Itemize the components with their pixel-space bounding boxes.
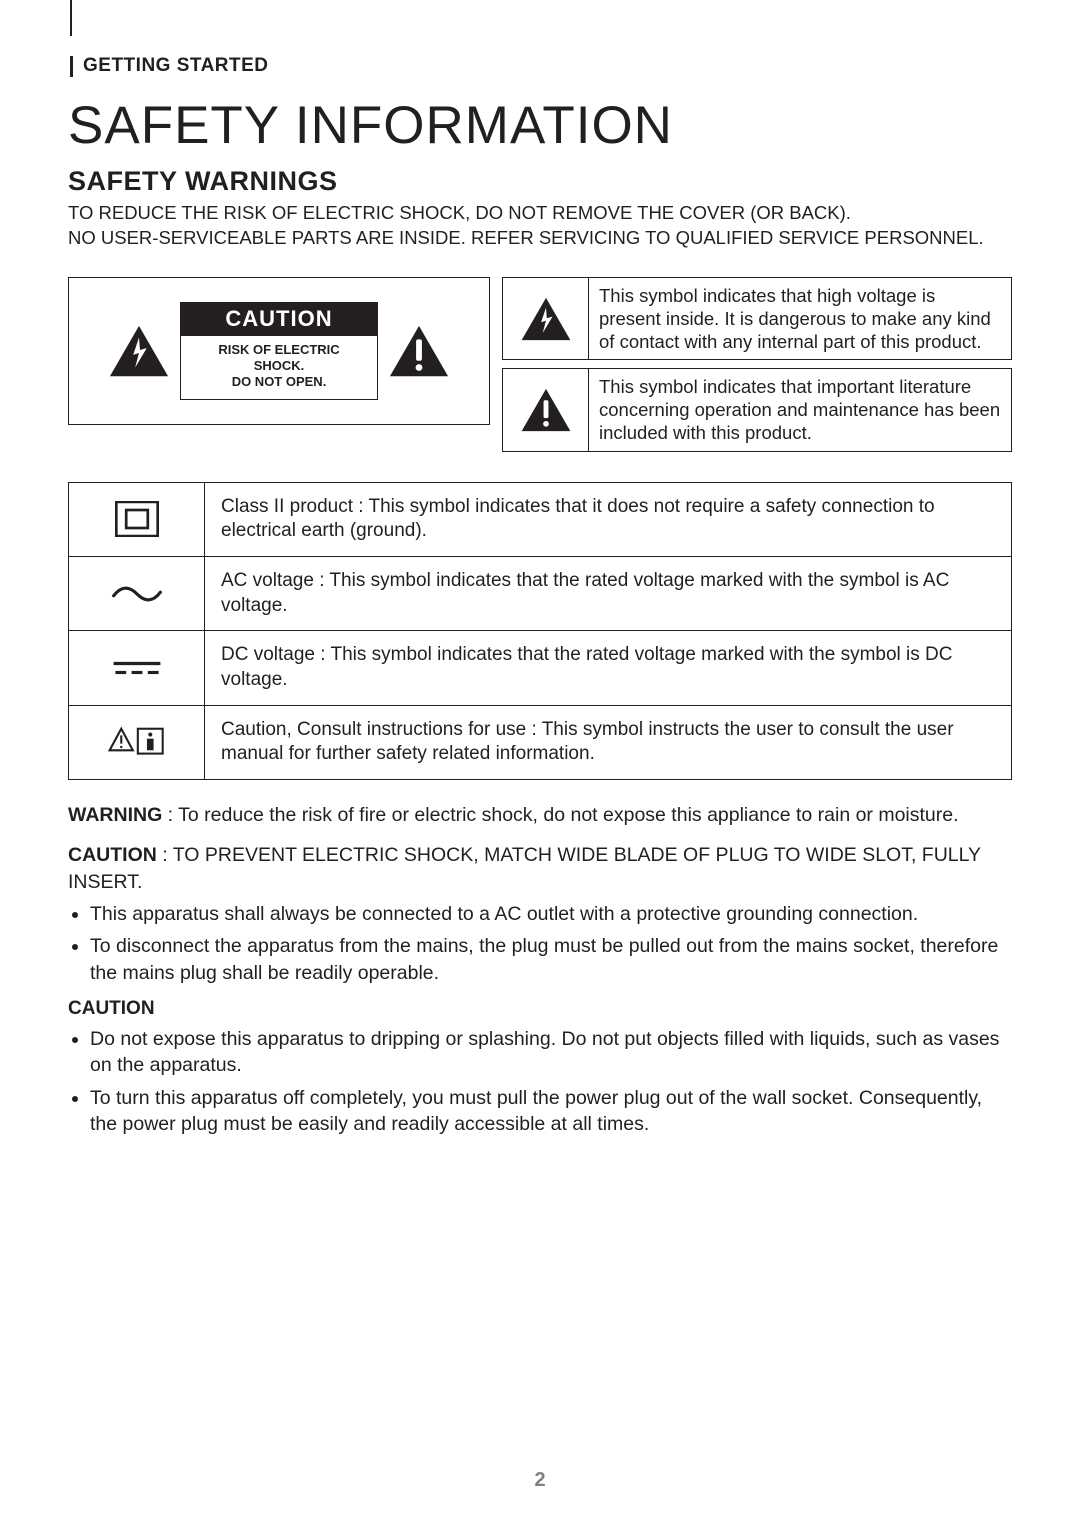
bolt-triangle-icon — [520, 296, 572, 342]
table-row: DC voltage : This symbol indicates that … — [69, 630, 1011, 704]
caution-block-row: CAUTION RISK OF ELECTRIC SHOCK. DO NOT O… — [68, 277, 1012, 452]
body-list-2: Do not expose this apparatus to dripping… — [68, 1026, 1012, 1137]
body-list-1: This apparatus shall always be connected… — [68, 901, 1012, 986]
intro-line-1: TO REDUCE THE RISK OF ELECTRIC SHOCK, DO… — [68, 202, 851, 223]
intro-line-2: NO USER-SERVICEABLE PARTS ARE INSIDE. RE… — [68, 227, 984, 248]
ac-text: AC voltage : This symbol indicates that … — [205, 557, 1011, 630]
dc-text: DC voltage : This symbol indicates that … — [205, 631, 1011, 704]
page-content: GETTING STARTED SAFETY INFORMATION SAFET… — [0, 0, 1080, 1137]
side-bolt-text: This symbol indicates that high voltage … — [589, 278, 1011, 359]
list-item: To disconnect the apparatus from the mai… — [90, 933, 1012, 986]
class2-icon — [69, 483, 205, 556]
table-row: Caution, Consult instructions for use : … — [69, 705, 1011, 779]
table-row: Class II product : This symbol indicates… — [69, 483, 1011, 556]
section-subtitle: SAFETY WARNINGS — [68, 166, 1012, 197]
top-vertical-rule — [70, 0, 72, 36]
side-exclaim-icon-cell — [503, 369, 589, 450]
caution-upper-label: CAUTION — [68, 844, 157, 866]
list-item: To turn this apparatus off completely, y… — [90, 1085, 1012, 1138]
caution-main-box: CAUTION RISK OF ELECTRIC SHOCK. DO NOT O… — [68, 277, 490, 425]
section-label: GETTING STARTED — [70, 56, 1012, 77]
caution-upper-paragraph: CAUTION : TO PREVENT ELECTRIC SHOCK, MAT… — [68, 842, 1012, 895]
exclaim-triangle-icon — [520, 387, 572, 433]
bolt-triangle-icon — [108, 322, 170, 380]
caution-band: CAUTION — [180, 302, 378, 336]
table-row: AC voltage : This symbol indicates that … — [69, 556, 1011, 630]
manual-icon — [69, 706, 205, 779]
list-item: Do not expose this apparatus to dripping… — [90, 1026, 1012, 1079]
caution-sub-line2: DO NOT OPEN. — [232, 374, 327, 389]
exclaim-triangle-icon — [388, 322, 450, 380]
page-title: SAFETY INFORMATION — [68, 95, 1012, 156]
warning-label: WARNING — [68, 804, 162, 826]
list-item: This apparatus shall always be connected… — [90, 901, 1012, 927]
caution-sub-text: RISK OF ELECTRIC SHOCK. DO NOT OPEN. — [180, 336, 378, 400]
body-text-block: WARNING : To reduce the risk of fire or … — [68, 802, 1012, 1137]
caution-heading: CAUTION — [68, 998, 1012, 1020]
ac-icon — [69, 557, 205, 630]
dc-icon — [69, 631, 205, 704]
side-exclaim-text: This symbol indicates that important lit… — [589, 369, 1011, 450]
side-bolt-icon-cell — [503, 278, 589, 359]
class2-text: Class II product : This symbol indicates… — [205, 483, 1011, 556]
warning-text: : To reduce the risk of fire or electric… — [162, 804, 958, 826]
manual-text: Caution, Consult instructions for use : … — [205, 706, 1011, 779]
caution-side-row-exclaim: This symbol indicates that important lit… — [502, 368, 1012, 451]
warning-paragraph: WARNING : To reduce the risk of fire or … — [68, 802, 1012, 828]
caution-side-row-bolt: This symbol indicates that high voltage … — [502, 277, 1012, 360]
caution-center: CAUTION RISK OF ELECTRIC SHOCK. DO NOT O… — [180, 302, 378, 400]
intro-text: TO REDUCE THE RISK OF ELECTRIC SHOCK, DO… — [68, 201, 1012, 251]
symbols-table: Class II product : This symbol indicates… — [68, 482, 1012, 781]
caution-upper-text: : TO PREVENT ELECTRIC SHOCK, MATCH WIDE … — [68, 844, 981, 892]
caution-side-column: This symbol indicates that high voltage … — [502, 277, 1012, 452]
caution-sub-line1: RISK OF ELECTRIC SHOCK. — [218, 342, 339, 373]
page-number: 2 — [0, 1469, 1080, 1492]
